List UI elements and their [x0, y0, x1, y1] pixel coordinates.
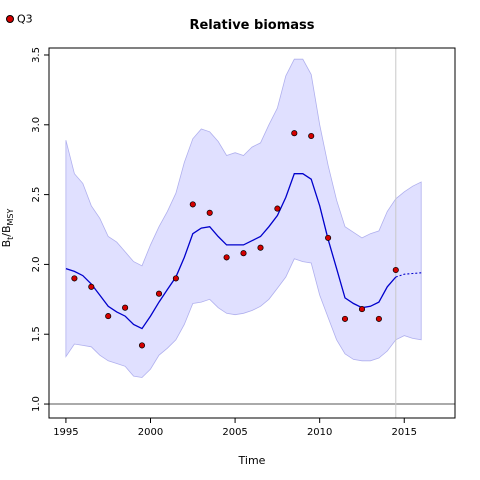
x-tick-label: 2005: [222, 427, 247, 438]
confidence-band-layer: [65, 58, 422, 378]
x-tick-label: 2015: [392, 427, 417, 438]
legend: Q3: [6, 12, 33, 26]
y-tick-label: 3.0: [31, 117, 42, 133]
axis-layer: 1995 2000 2005 2010 2015 1.0 1.5 2.0 2.5 3.0 3.5: [31, 47, 417, 438]
data-point: [189, 201, 196, 208]
y-tick-label: 1.0: [31, 396, 42, 412]
data-point: [358, 306, 366, 313]
y-tick-label: 1.5: [31, 326, 42, 342]
y-tick-label: 2.0: [31, 256, 42, 272]
data-point: [257, 244, 264, 251]
y-axis-title-sub-t: t: [6, 237, 15, 240]
data-point: [223, 254, 230, 261]
data-point: [71, 275, 78, 282]
projection-line: [395, 272, 422, 278]
x-axis-title: Time: [238, 454, 266, 467]
x-tick-label: 2010: [307, 427, 332, 438]
legend-marker: [6, 15, 14, 23]
y-tick-label: 3.5: [31, 47, 42, 63]
data-point: [138, 342, 146, 349]
data-point: [274, 205, 281, 212]
y-axis-title-sep: /B: [0, 225, 13, 236]
y-tick-label: 2.5: [31, 187, 42, 203]
y-axis-title-sub-msy: MSY: [6, 208, 15, 225]
data-point: [88, 283, 95, 290]
data-point: [392, 266, 399, 274]
biomass-line: [65, 173, 397, 330]
data-point: [325, 234, 332, 241]
data-point: [155, 290, 163, 297]
data-point: [240, 250, 247, 257]
line-layer: [49, 48, 455, 418]
data-point: [308, 132, 315, 140]
data-point: [122, 304, 129, 311]
data-point: [375, 315, 382, 322]
data-point: [172, 275, 179, 282]
point-layer: [71, 130, 399, 349]
data-point: [341, 315, 349, 322]
x-tick-label: 2000: [138, 427, 163, 438]
x-tick-label: 1995: [53, 427, 78, 438]
data-point: [105, 313, 112, 320]
y-axis-title: Bt/BMSY: [0, 208, 15, 247]
confidence-band: [65, 58, 422, 378]
plot-frame: [48, 47, 456, 419]
legend-label: Q3: [17, 12, 33, 26]
data-point: [206, 209, 213, 216]
y-axis-title-main: B: [0, 240, 13, 248]
chart-title: Relative biomass: [189, 18, 314, 33]
data-point: [291, 130, 298, 137]
